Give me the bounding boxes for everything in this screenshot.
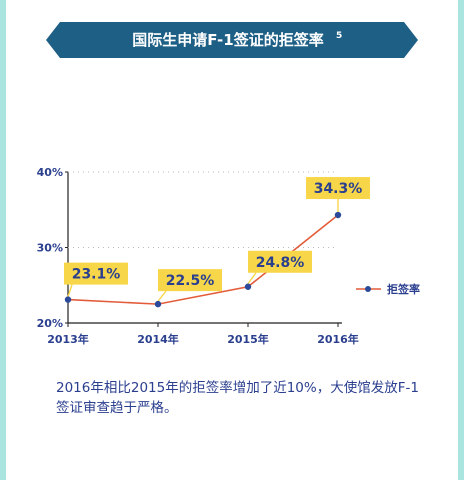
data-point [334, 211, 342, 219]
title-banner: 国际生申请F-1签证的拒签率 5 [46, 22, 418, 58]
legend-marker [365, 286, 371, 292]
x-tick-label: 2015年 [227, 332, 269, 346]
data-label-text: 24.8% [256, 255, 305, 271]
data-label-text: 23.1% [72, 267, 121, 283]
data-label-leader [67, 284, 73, 297]
data-label-leader [247, 272, 257, 285]
caption-text: 2016年相比2015年的拒签率增加了近10%，大使馆发放F-1签证审查趋于严格… [56, 380, 419, 416]
x-tick-label: 2014年 [137, 332, 179, 346]
x-tick-label: 2016年 [317, 332, 359, 346]
x-tick-label: 2013年 [47, 332, 89, 346]
data-label-box [248, 250, 312, 273]
y-tick-label: 20% [37, 317, 63, 330]
data-point [154, 300, 162, 308]
y-tick-label: 40% [37, 166, 63, 179]
infographic-card: 国际生申请F-1签证的拒签率 5 20% 30% 40% 2013年 2014年 2015… [6, 0, 458, 480]
data-label-text: 34.3% [314, 181, 363, 197]
banner-ribbon [46, 22, 418, 58]
data-label-box [64, 262, 128, 285]
data-label-box [158, 269, 222, 292]
data-label-box [306, 177, 370, 200]
data-point [64, 296, 72, 303]
line-chart: 20% 30% 40% 2013年 2014年 2015年 2016年 23.1% 22.5% 2… [37, 166, 420, 346]
data-label-text: 22.5% [166, 273, 215, 289]
data-label: 22.5% [157, 269, 222, 302]
banner-title: 国际生申请F-1签证的拒签率 [132, 31, 323, 49]
data-label: 34.3% [306, 177, 370, 213]
banner-footnote: 5 [336, 31, 342, 41]
data-label: 23.1% [64, 262, 128, 297]
data-label-leader [157, 290, 167, 302]
data-point [244, 283, 252, 290]
data-label: 24.8% [247, 250, 312, 285]
legend-label: 拒签率 [387, 282, 420, 296]
y-tick-label: 30% [37, 242, 63, 255]
